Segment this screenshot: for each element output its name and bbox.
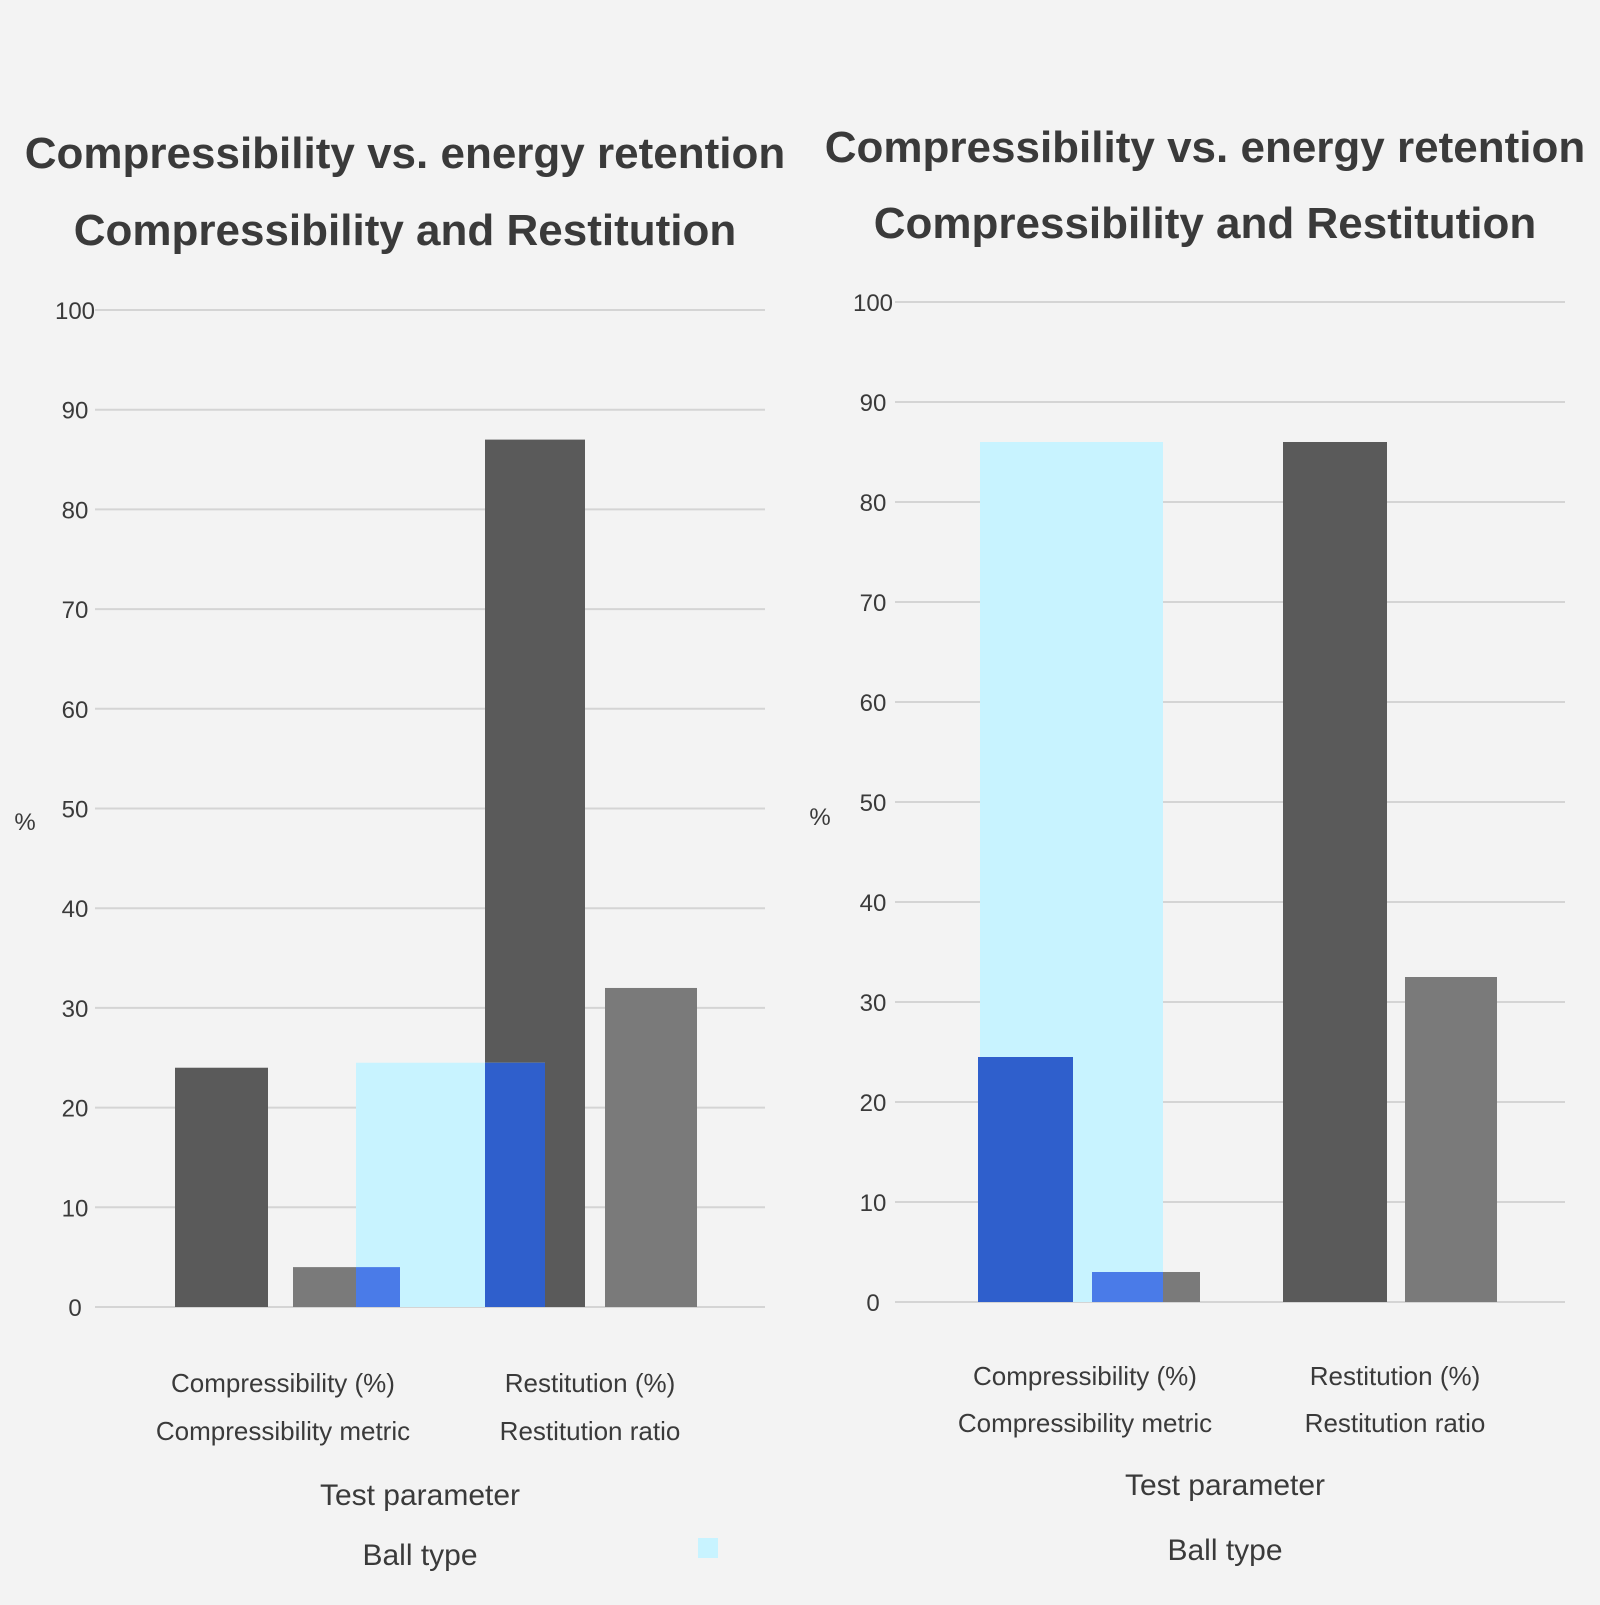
y-tick-label: 90 xyxy=(860,390,887,417)
y-tick-label: 20 xyxy=(62,1096,89,1123)
y-tick-label: 60 xyxy=(62,697,89,724)
chart-title-line-2: Compressibility and Restitution xyxy=(874,199,1537,248)
chart-title-line-1: Compressibility vs. energy retention xyxy=(25,129,785,178)
legend-title: Ball type xyxy=(362,1539,477,1572)
y-tick-label: 100 xyxy=(853,290,893,317)
y-tick-label: 40 xyxy=(860,890,887,917)
legend-swatch xyxy=(698,1538,718,1558)
category-sublabel-2: Restitution ratio xyxy=(500,1416,681,1446)
y-tick-label: 30 xyxy=(62,996,89,1023)
bar-series2-restitution xyxy=(605,987,697,1307)
bar-series4-compressibility xyxy=(356,1267,400,1307)
bar-series4-compressibility xyxy=(1163,1272,1200,1302)
bar-series1-compressibility xyxy=(175,1067,268,1307)
y-tick-label: 10 xyxy=(62,1195,89,1222)
chart-title-line-1: Compressibility vs. energy retention xyxy=(825,123,1585,172)
y-tick-label: 50 xyxy=(62,797,89,824)
bar-series5-restitution xyxy=(1283,442,1387,1302)
legend-title: Ball type xyxy=(1167,1534,1282,1567)
chart-title-line-2: Compressibility and Restitution xyxy=(74,206,737,255)
y-tick-label: 100 xyxy=(55,298,95,325)
category-sublabel-1: Compressibility metric xyxy=(958,1408,1212,1438)
y-tick-label: 50 xyxy=(860,790,887,817)
category-label-1: Compressibility (%) xyxy=(171,1368,395,1398)
y-tick-label: 70 xyxy=(860,590,887,617)
y-tick-label: 60 xyxy=(860,690,887,717)
y-axis-label: % xyxy=(809,804,830,831)
y-tick-label: 20 xyxy=(860,1090,887,1117)
left-chart: Compressibility vs. energy retention Com… xyxy=(14,129,785,1572)
bar-series4-restitution xyxy=(1405,977,1497,1302)
y-tick-label: 80 xyxy=(860,490,887,517)
category-sublabel-2: Restitution ratio xyxy=(1305,1408,1486,1438)
y-tick-label: 80 xyxy=(62,497,89,524)
category-label-2: Restitution (%) xyxy=(505,1368,676,1398)
y-tick-label: 70 xyxy=(62,597,89,624)
y-tick-label: 0 xyxy=(68,1295,81,1322)
y-tick-label: 0 xyxy=(866,1290,879,1317)
right-chart: Compressibility vs. energy retention Com… xyxy=(809,123,1585,1567)
category-label-1: Compressibility (%) xyxy=(973,1361,1197,1391)
bar-series5-restitution xyxy=(485,1062,545,1307)
bar-series2-compressibility xyxy=(978,1057,1073,1302)
category-label-2: Restitution (%) xyxy=(1310,1361,1481,1391)
y-tick-label: 30 xyxy=(860,990,887,1017)
bar-series3-compressibility xyxy=(1092,1272,1163,1302)
y-tick-label: 40 xyxy=(62,896,89,923)
x-axis-label: Test parameter xyxy=(1125,1469,1325,1502)
category-sublabel-1: Compressibility metric xyxy=(156,1416,410,1446)
y-tick-label: 90 xyxy=(62,398,89,425)
y-axis-label: % xyxy=(14,809,35,836)
y-tick-label: 10 xyxy=(860,1190,887,1217)
x-axis-label: Test parameter xyxy=(320,1479,520,1512)
